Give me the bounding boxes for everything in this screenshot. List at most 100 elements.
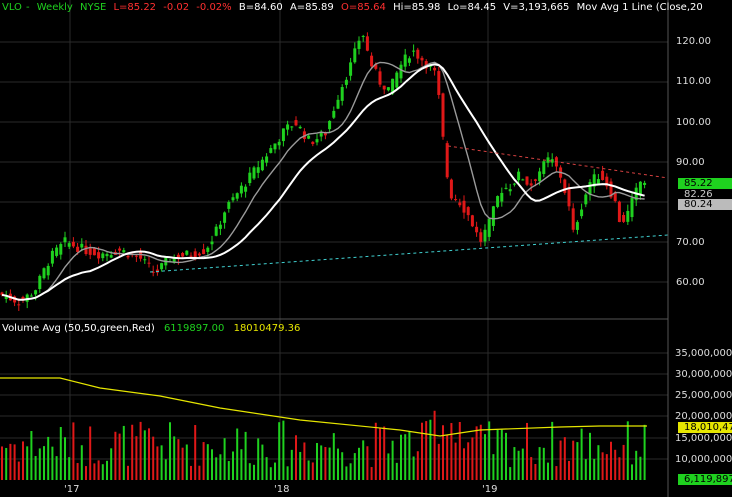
candle-body [592, 174, 596, 187]
candle-body [571, 208, 575, 230]
candle-body [315, 139, 319, 143]
volume-bar [269, 467, 272, 480]
volume-bar [211, 449, 213, 480]
volume-bar [122, 425, 125, 480]
candle-body [193, 251, 197, 258]
candle-body [479, 232, 483, 242]
volume-bar [643, 424, 646, 480]
candle-body [500, 192, 504, 202]
price-tick: 110.00 [676, 76, 711, 87]
candle-body [269, 148, 273, 153]
candle-body [496, 196, 500, 207]
candle-body [395, 72, 399, 88]
candle-body [403, 54, 407, 67]
volume-bar [265, 457, 268, 480]
volume-bar [299, 451, 302, 480]
candle-body [71, 241, 75, 247]
volume-bar [320, 445, 323, 480]
volume-bar [307, 460, 310, 480]
volume-bar [555, 466, 558, 480]
candle-body [580, 209, 584, 217]
volume-bar [345, 466, 348, 480]
volume-bar [513, 447, 516, 480]
volume-bar [605, 454, 608, 480]
volume-bar [395, 462, 398, 480]
volume-bar [152, 436, 155, 480]
volume-bar [400, 434, 402, 480]
volume-bar [194, 425, 197, 480]
volume-bar [198, 465, 201, 480]
volume-bar [68, 457, 71, 480]
candle-body [529, 183, 533, 186]
candle-body [290, 126, 294, 128]
candle-body [470, 215, 474, 227]
candle-body [29, 295, 33, 297]
volume-bar [496, 429, 499, 480]
candle-body [407, 58, 411, 63]
candle-body [286, 124, 290, 130]
volume-bar [76, 463, 79, 480]
volume-bar [425, 421, 428, 480]
candle-body [445, 143, 449, 178]
candle-body [613, 192, 617, 202]
candle-body [160, 263, 164, 270]
x-tick-2017: '17 [64, 484, 80, 495]
candle-body [214, 226, 218, 236]
change: -0.02 [163, 2, 190, 13]
price-tick: 60.00 [676, 277, 705, 288]
volume-bar [5, 447, 8, 480]
volume-bar [475, 426, 478, 480]
volume-bar [517, 450, 520, 480]
volume-bar [353, 453, 356, 480]
volume-bar [337, 448, 339, 480]
price-tick: 120.00 [676, 36, 711, 47]
volume-bar [421, 422, 423, 480]
volume-bar [538, 447, 541, 480]
candle-body [4, 296, 8, 300]
volume-bar [177, 439, 180, 480]
volume-bar [206, 444, 209, 480]
candle-body [210, 241, 214, 245]
volume-bar [202, 442, 205, 480]
volume-bar [22, 441, 24, 480]
volume-bar [618, 457, 621, 480]
candle-body [391, 78, 395, 94]
volume-bar [143, 430, 146, 480]
volume-bar [160, 445, 163, 480]
volume-bar [47, 436, 50, 480]
open: O=85.64 [340, 2, 386, 13]
volume-bar [492, 454, 495, 480]
candle-body [370, 55, 374, 67]
volume-bar [437, 443, 440, 480]
volume-bar [215, 457, 218, 480]
candle-body [357, 40, 361, 49]
volume-bar [26, 446, 29, 480]
candle-body [323, 133, 327, 136]
volume-bar [64, 437, 66, 480]
change-pct: -0.02% [196, 2, 232, 13]
volume-bar [223, 438, 226, 480]
candle-body [181, 253, 185, 257]
volume-bars [1, 410, 646, 480]
volume-bar [148, 428, 150, 480]
candle-body [172, 257, 176, 263]
volume-bar [601, 452, 604, 480]
volume-bar [500, 429, 503, 480]
volume-bar [383, 426, 386, 480]
volume-bar [236, 428, 239, 480]
candle-body [428, 65, 432, 67]
volume-average-line [0, 377, 647, 437]
candle-body [596, 179, 600, 184]
volume-bar [387, 453, 390, 480]
volume-bar [106, 460, 108, 480]
candle-body [374, 63, 378, 69]
ask: A=85.89 [289, 2, 334, 13]
volume-bar [408, 431, 411, 480]
volume-bar [530, 457, 533, 480]
volume-bar [442, 425, 444, 480]
volume-tick: 15,000,000 [675, 433, 732, 444]
exchange: NYSE [80, 2, 107, 13]
chart-grid [0, 0, 668, 480]
candle-body [466, 207, 470, 216]
